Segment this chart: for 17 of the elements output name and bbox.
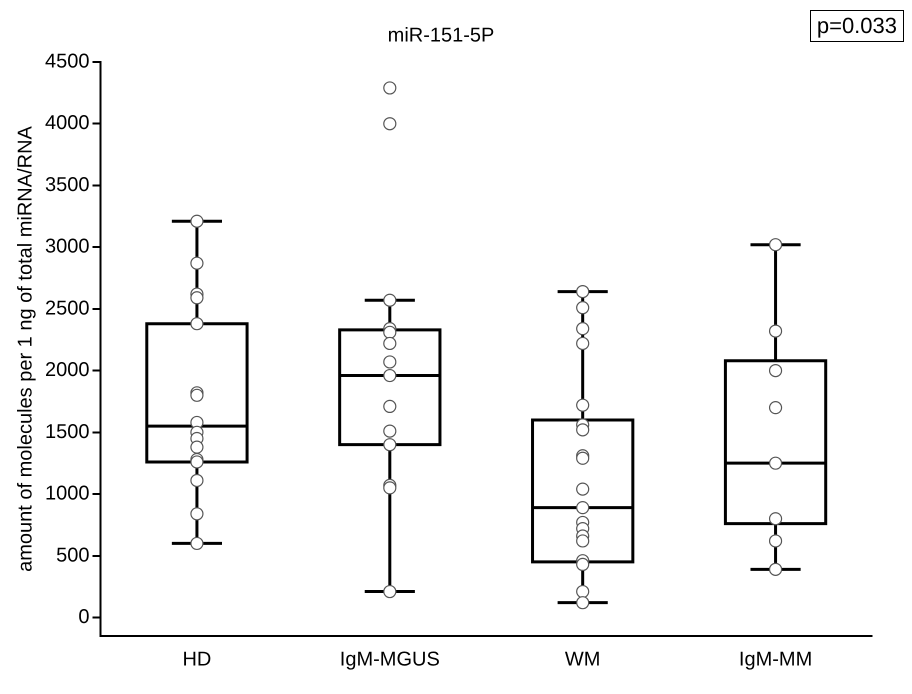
- x-tick-label: IgM-MGUS: [340, 648, 440, 671]
- y-axis-title: amount of molecules per 1 ng of total miRNA/RNA: [14, 125, 37, 572]
- y-tick-label: 2500: [44, 297, 90, 320]
- y-tick-label: 2000: [44, 359, 90, 382]
- y-tick-label: 3000: [44, 236, 90, 258]
- y-tick-label: 0: [78, 606, 90, 628]
- x-tick-label: IgM-MM: [738, 648, 812, 671]
- y-tick-label: 500: [56, 544, 90, 566]
- chart-title: miR-151-5P: [388, 24, 494, 47]
- y-tick-label: 1500: [44, 420, 90, 443]
- y-tick-label: 3500: [44, 174, 90, 196]
- y-tick-label: 4000: [44, 112, 90, 134]
- x-tick-label: WM: [564, 648, 600, 671]
- x-tick-label: HD: [182, 648, 212, 671]
- y-tick-label: 4500: [44, 50, 90, 73]
- text: p=0.033: [810, 10, 904, 42]
- y-tick-label: 1000: [44, 482, 90, 505]
